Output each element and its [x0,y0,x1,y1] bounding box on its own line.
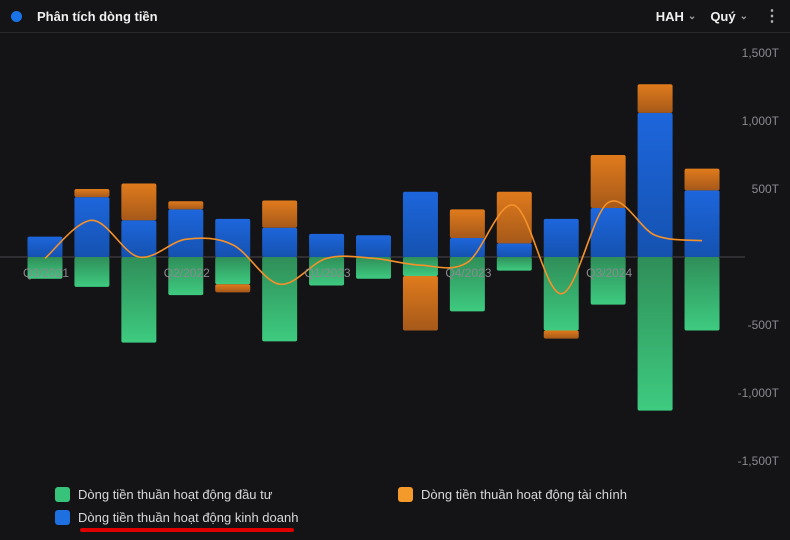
more-vertical-icon[interactable]: ⋮ [764,8,780,25]
y-tick-label: 1,000T [742,114,780,128]
bar-financing [74,189,110,198]
y-tick-label: 1,500T [742,46,780,60]
net-cashflow-line [44,200,703,295]
bar-operating [27,236,63,257]
bar-financing [590,155,626,209]
legend-item-investing[interactable]: Dòng tiền thuần hoạt động đầu tư [55,487,272,502]
widget-header: Phân tích dòng tiền HAH ⌄ Quý ⌄ ⋮ [0,0,790,33]
bar-financing [684,168,720,191]
bar-investing [215,257,251,285]
bar-financing [402,276,438,331]
legend-item-operating[interactable]: Dòng tiền thuần hoạt động kinh doanh [55,510,298,525]
bar-investing [402,257,438,277]
y-tick-label: 500T [752,182,780,196]
bar-investing [684,257,720,331]
bar-financing [168,201,204,210]
bar-operating [356,235,392,257]
bar-investing [356,257,392,279]
bar-financing [496,191,532,244]
bar-operating [309,233,345,257]
bar-financing [543,330,579,339]
ticker-select[interactable]: HAH ⌄ [656,9,697,24]
y-tick-label: -500T [748,318,780,332]
widget-title: Phân tích dòng tiền [37,8,158,24]
chevron-down-icon: ⌄ [687,10,697,22]
bar-financing [637,84,673,113]
x-tick-label: Q4/2023 [445,266,491,280]
x-tick-label: Q2/2022 [164,266,210,280]
y-tick-label: -1,000T [738,386,780,400]
legend-label-operating: Dòng tiền thuần hoạt động kinh doanh [78,510,299,525]
bar-investing [637,257,673,411]
bar-operating [496,243,532,257]
legend-swatch-financing [398,487,413,502]
bar-financing [262,200,298,228]
status-dot-icon [11,10,22,22]
bar-investing [309,257,345,286]
bar-investing [262,257,298,342]
x-tick-label: Q1/2023 [305,266,351,280]
bar-investing [27,257,63,279]
ticker-select-label: HAH [655,8,684,24]
x-tick-label: Q3/2021 [23,266,69,280]
legend-label-investing: Dòng tiền thuần hoạt động đầu tư [78,487,273,502]
bar-financing [449,209,485,238]
bar-operating [637,112,673,257]
bar-operating [121,220,157,257]
bar-investing [74,257,110,287]
bar-investing [168,257,204,296]
bar-investing [449,257,485,312]
x-tick-label: Q3/2024 [586,266,632,280]
bar-operating [543,218,579,257]
bar-operating [74,197,110,257]
cashflow-chart: Q3/2021 Q2/2022 Q1/2023 Q4/2023 Q3/2024 1,500… [0,46,780,468]
bar-operating [168,209,204,257]
legend-item-financing[interactable]: Dòng tiền thuần hoạt động tài chính [398,487,627,502]
y-tick-label: -1,500T [738,454,780,468]
bar-investing [121,257,157,343]
chevron-down-icon: ⌄ [739,10,748,22]
bar-operating [262,227,298,257]
bar-operating [684,190,720,257]
period-select[interactable]: Quý ⌄ [710,9,748,24]
bar-investing [496,257,532,271]
legend-swatch-investing [55,487,70,502]
bar-operating [590,208,626,257]
header-controls: HAH ⌄ Quý ⌄ ⋮ [656,6,782,26]
bar-financing [215,284,251,293]
bar-operating [215,218,251,257]
legend-highlight-underline [80,528,294,532]
legend-swatch-operating [55,510,70,525]
bar-investing [590,257,626,305]
legend-label-financing: Dòng tiền thuần hoạt động tài chính [421,487,627,502]
bar-financing [121,183,157,221]
period-select-label: Quý [710,8,736,24]
bar-operating [402,191,438,257]
